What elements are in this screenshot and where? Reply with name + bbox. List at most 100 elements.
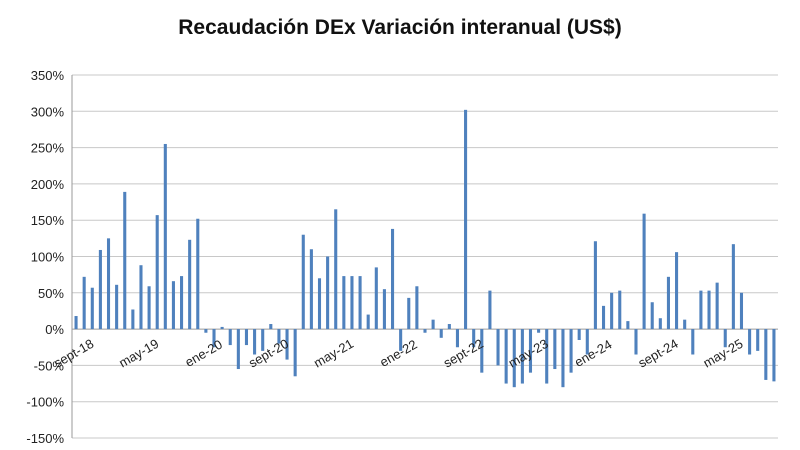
- bar: [358, 276, 362, 330]
- bar: [326, 256, 330, 330]
- bar: [253, 329, 257, 355]
- bar: [699, 290, 703, 330]
- bar: [301, 234, 305, 330]
- bar: [309, 249, 313, 330]
- bar: [658, 318, 662, 330]
- y-tick-label: 50%: [38, 286, 64, 301]
- bar: [334, 209, 338, 330]
- y-tick-label: -150%: [26, 431, 64, 446]
- bar: [675, 252, 679, 330]
- bar: [391, 228, 395, 330]
- bar: [739, 292, 744, 330]
- bar: [269, 324, 273, 330]
- bar: [374, 267, 378, 330]
- bar: [261, 329, 265, 351]
- bar: [131, 309, 135, 330]
- x-tick-label: ene-22: [377, 337, 420, 370]
- bar: [407, 297, 411, 330]
- bar: [236, 329, 240, 370]
- bar: [317, 278, 322, 330]
- y-tick-label: 200%: [31, 177, 65, 192]
- bar: [585, 329, 589, 355]
- bar: [147, 286, 151, 330]
- bar: [342, 276, 346, 330]
- bar: [480, 329, 484, 373]
- bar: [472, 329, 476, 348]
- bar: [293, 329, 297, 377]
- bar: [423, 329, 427, 333]
- bar: [569, 329, 573, 373]
- y-tick-label: 100%: [31, 250, 65, 265]
- bar: [626, 321, 630, 330]
- bar: [764, 329, 768, 380]
- y-tick-label: 300%: [31, 104, 65, 119]
- bar: [512, 329, 516, 388]
- bar: [350, 276, 354, 330]
- y-tick-label: -100%: [26, 395, 64, 410]
- y-tick-label: 350%: [31, 68, 65, 83]
- bar: [123, 191, 127, 330]
- bar: [188, 239, 192, 330]
- bar: [707, 290, 711, 330]
- bar: [196, 218, 200, 330]
- bar: [496, 329, 500, 366]
- bar: [537, 329, 541, 333]
- bar: [642, 213, 646, 330]
- bar: [756, 329, 760, 351]
- chart-title: Recaudación DEx Variación interanual (US…: [178, 16, 622, 39]
- bar: [447, 324, 451, 330]
- bar: [415, 286, 419, 330]
- bar: [601, 305, 606, 330]
- bar: [155, 215, 159, 330]
- bar: [285, 329, 289, 360]
- bar: [106, 238, 111, 330]
- bar: [520, 329, 524, 384]
- bar: [610, 292, 614, 330]
- bar: [139, 265, 143, 330]
- bar: [74, 316, 78, 330]
- bar: [683, 319, 687, 330]
- bar: [180, 276, 184, 330]
- bar: [244, 329, 249, 346]
- bar: [464, 109, 468, 330]
- bar: [666, 276, 670, 330]
- bar: [593, 241, 597, 330]
- bar: [577, 329, 581, 340]
- bar: [163, 143, 167, 330]
- bar: [204, 329, 208, 333]
- bar-series: [74, 109, 776, 388]
- x-tick-label: ene-24: [572, 337, 615, 370]
- bar: [90, 287, 94, 330]
- bar: [277, 329, 281, 344]
- bar: [561, 329, 565, 388]
- bar: [618, 290, 622, 330]
- bar: [431, 319, 435, 330]
- bar: [228, 329, 232, 346]
- y-tick-label: 250%: [31, 141, 65, 156]
- bar: [731, 244, 735, 330]
- bar: [115, 284, 119, 330]
- y-tick-label: 0%: [45, 322, 64, 337]
- bar: [82, 276, 86, 330]
- bar: [212, 329, 216, 348]
- bar: [504, 329, 508, 384]
- bar: [691, 329, 695, 355]
- bar: [545, 329, 549, 384]
- bar: [553, 329, 557, 370]
- gridlines: [71, 74, 778, 439]
- bar: [439, 329, 443, 338]
- bar: [634, 329, 638, 355]
- x-tick-label: ene-20: [182, 337, 225, 370]
- bar: [399, 329, 403, 351]
- bar: [723, 329, 727, 348]
- bar: [171, 281, 175, 330]
- bar: [748, 329, 752, 355]
- y-axis-ticks: -150% -100% -50% 0% 50% 100% 150% 200% 250% 300% 3…: [26, 68, 64, 446]
- bar: [220, 326, 224, 330]
- bar: [98, 249, 102, 330]
- bar: [715, 282, 719, 330]
- y-tick-label: 150%: [31, 213, 65, 228]
- bar: [382, 289, 386, 330]
- bar: [528, 329, 533, 373]
